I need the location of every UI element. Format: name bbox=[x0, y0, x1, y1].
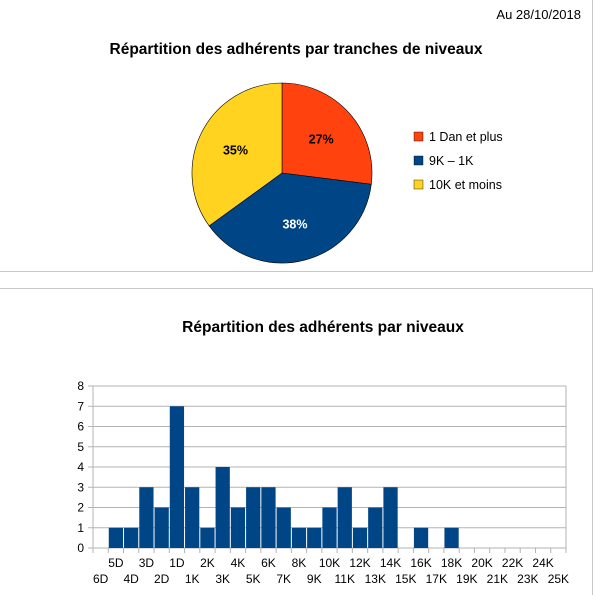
y-tick-label: 1 bbox=[77, 521, 84, 535]
x-tick-label: 18K bbox=[441, 556, 462, 570]
x-tick-label: 2K bbox=[200, 556, 215, 570]
x-tick-label: 6K bbox=[261, 556, 276, 570]
x-tick-label: 16K bbox=[410, 556, 431, 570]
legend-label: 9K – 1K bbox=[429, 154, 474, 168]
y-tick-label: 4 bbox=[77, 460, 84, 474]
x-tick-label: 4D bbox=[123, 572, 139, 586]
pie-chart: Répartition des adhérents par tranches d… bbox=[110, 41, 503, 264]
y-tick-label: 2 bbox=[77, 501, 84, 515]
x-tick-label: 8K bbox=[292, 556, 307, 570]
pie-chart-title: Répartition des adhérents par tranches d… bbox=[110, 41, 483, 58]
x-tick-label: 23K bbox=[517, 572, 538, 586]
bar bbox=[261, 487, 276, 548]
pie-slice-label: 35% bbox=[223, 143, 248, 157]
bar bbox=[307, 527, 322, 548]
x-tick-label: 12K bbox=[349, 556, 370, 570]
x-tick-label: 21K bbox=[487, 572, 508, 586]
y-tick-label: 6 bbox=[77, 420, 84, 434]
bar bbox=[368, 507, 383, 548]
pie-slice-label: 38% bbox=[282, 218, 307, 232]
pie-slice bbox=[208, 172, 372, 264]
bar bbox=[413, 527, 429, 548]
y-tick-label: 8 bbox=[77, 379, 84, 393]
y-tick-label: 3 bbox=[77, 480, 84, 494]
date-label: Au 28/10/2018 bbox=[496, 7, 581, 22]
x-tick-label: 24K bbox=[532, 556, 553, 570]
pie-slice bbox=[281, 82, 373, 185]
legend-swatch bbox=[413, 155, 424, 166]
x-tick-label: 10K bbox=[319, 556, 340, 570]
bar bbox=[337, 487, 352, 548]
legend-label: 1 Dan et plus bbox=[429, 130, 503, 144]
bar bbox=[246, 487, 261, 548]
x-tick-label: 1K bbox=[185, 572, 200, 586]
bar bbox=[276, 507, 291, 548]
bar bbox=[230, 507, 246, 548]
pie-chart-panel bbox=[0, 0, 593, 272]
bar bbox=[215, 467, 230, 548]
x-tick-label: 5K bbox=[246, 572, 261, 586]
x-tick-label: 3K bbox=[215, 572, 230, 586]
bar bbox=[383, 487, 398, 548]
x-tick-label: 14K bbox=[380, 556, 401, 570]
x-tick-label: 20K bbox=[471, 556, 492, 570]
x-tick-label: 2D bbox=[154, 572, 170, 586]
bar bbox=[291, 527, 307, 548]
y-tick-label: 0 bbox=[77, 541, 84, 555]
bar bbox=[139, 487, 154, 548]
bar bbox=[154, 507, 169, 548]
bar bbox=[108, 527, 124, 548]
y-tick-label: 7 bbox=[77, 399, 84, 413]
pie-slice-label: 27% bbox=[309, 132, 334, 146]
legend-swatch bbox=[413, 179, 424, 190]
x-tick-label: 25K bbox=[548, 572, 569, 586]
x-tick-label: 9K bbox=[307, 572, 322, 586]
x-tick-label: 17K bbox=[426, 572, 447, 586]
bar bbox=[169, 406, 185, 548]
bar bbox=[444, 527, 459, 548]
bar-chart-title: Répartition des adhérents par niveaux bbox=[182, 319, 464, 336]
legend-swatch bbox=[413, 131, 424, 142]
bar bbox=[352, 527, 368, 548]
x-tick-label: 3D bbox=[139, 556, 155, 570]
x-tick-label: 11K bbox=[335, 572, 355, 586]
x-tick-label: 6D bbox=[93, 572, 109, 586]
bar-chart: Répartition des adhérents par niveaux 0 1… bbox=[77, 319, 569, 586]
x-tick-label: 13K bbox=[365, 572, 386, 586]
x-tick-label: 4K bbox=[231, 556, 246, 570]
bar-chart-panel bbox=[0, 288, 593, 595]
x-tick-label: 22K bbox=[502, 556, 523, 570]
x-tick-label: 15K bbox=[395, 572, 416, 586]
x-tick-label: 19K bbox=[456, 572, 477, 586]
x-tick-label: 5D bbox=[108, 556, 124, 570]
bar bbox=[185, 487, 200, 548]
x-tick-label: 7K bbox=[276, 572, 291, 586]
bar bbox=[322, 507, 337, 548]
x-tick-label: 1D bbox=[169, 556, 185, 570]
pie-slice bbox=[191, 82, 283, 227]
legend-label: 10K et moins bbox=[429, 178, 502, 192]
bar bbox=[124, 527, 139, 548]
y-tick-label: 5 bbox=[77, 440, 84, 454]
bar bbox=[200, 527, 215, 548]
